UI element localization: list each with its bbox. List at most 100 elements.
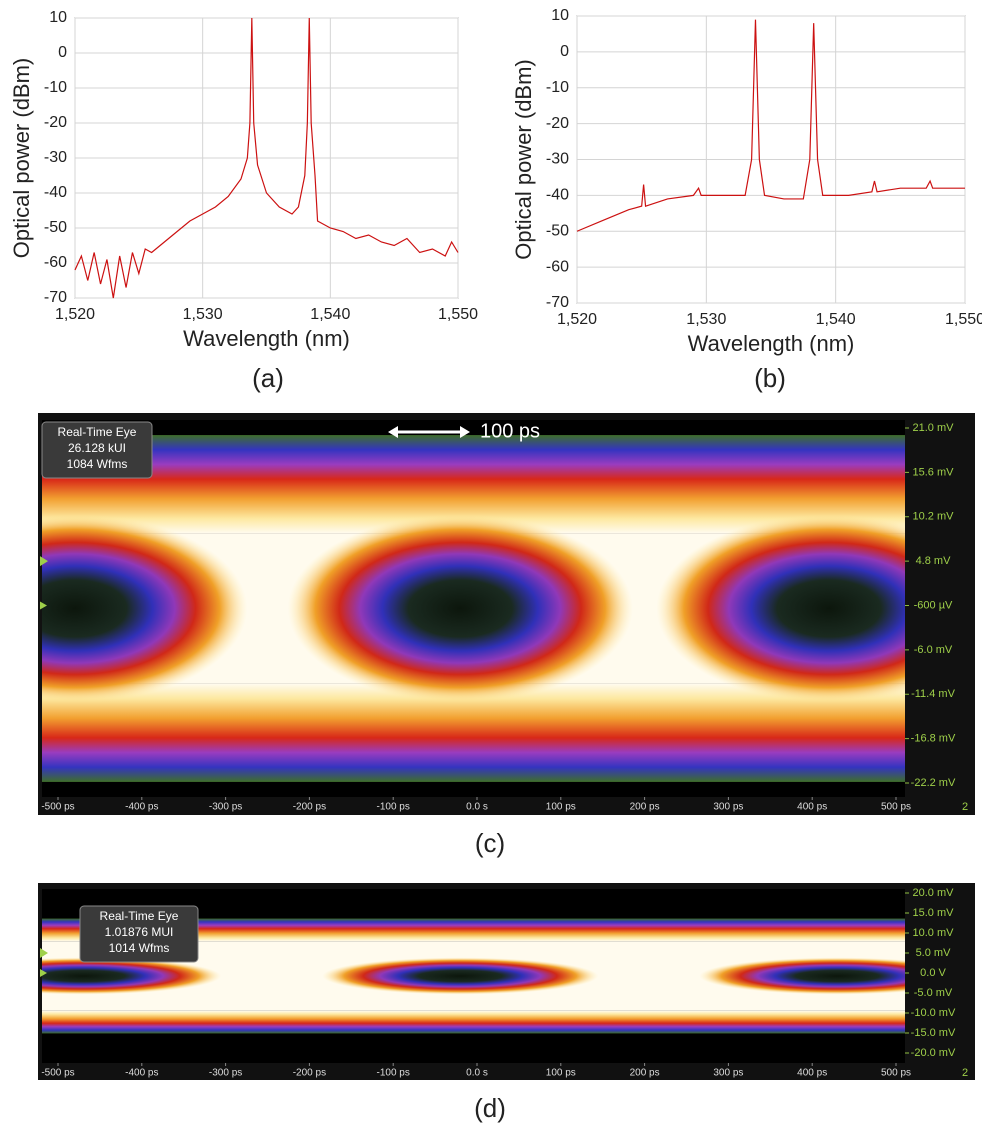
x-tick-label: -400 ps [125,802,158,813]
y-tick-label: -40 [44,184,67,201]
info-line: 1084 Wfms [67,457,128,471]
x-tick-label: -500 ps [41,1068,74,1079]
y-tick-label: -20 [44,114,67,131]
x-tick-label: 300 ps [713,802,743,813]
y-tick-label: 0 [560,43,569,60]
eye-bottom-band [42,1010,905,1034]
y-tick-label: -600 µV [914,599,953,611]
x-tick-label: 500 ps [881,1068,911,1079]
x-tick-label: 1,520 [557,311,597,328]
x-tick-label: 200 ps [630,802,660,813]
y-tick-label: -20 [546,115,569,132]
x-tick-label: 100 ps [546,802,576,813]
y-tick-label: 0.0 V [920,967,946,979]
x-axis-label: Wavelength (nm) [688,331,855,356]
y-tick-label: 15.6 mV [913,466,955,478]
panel-caption: (d) [474,1093,506,1123]
y-tick-label: 0 [58,44,67,61]
eye-opening [42,957,222,995]
eye-opening [656,514,905,703]
y-tick-label: 15.0 mV [913,907,955,919]
y-tick-label: -16.8 mV [911,733,956,745]
x-tick-label: 1,530 [183,306,223,323]
y-tick-label: -20.0 mV [911,1047,956,1059]
y-axis-label: Optical power (dBm) [511,59,536,260]
y-tick-label: -60 [546,258,569,275]
x-tick-label: -100 ps [377,1068,410,1079]
y-axis-label: Optical power (dBm) [9,58,34,259]
x-axis-label: Wavelength (nm) [183,326,350,351]
x-tick-label: -300 ps [209,1068,242,1079]
y-tick-label: -30 [546,151,569,168]
eye-plot [42,889,905,1063]
corner-label: 2 [962,801,968,813]
spectrum-line [576,19,965,232]
x-tick-label: 1,550 [945,311,982,328]
eye-top-band [42,918,905,942]
y-tick-label: -70 [546,294,569,311]
x-tick-label: 0.0 s [466,1068,488,1079]
y-tick-label: 4.8 mV [916,555,952,567]
x-tick-label: -400 ps [125,1068,158,1079]
y-tick-label: -10.0 mV [911,1007,956,1019]
eye-opening [287,514,633,703]
x-tick-label: 1,520 [55,306,95,323]
eye-opening [699,957,905,995]
panel-caption: (a) [252,363,284,393]
x-tick-label: 100 ps [546,1068,576,1079]
y-tick-label: -40 [546,187,569,204]
info-box [41,421,153,479]
corner-label: 2 [962,1067,968,1079]
x-tick-label: 1,550 [438,306,478,323]
x-tick-label: 0.0 s [466,802,488,813]
x-tick-label: -300 ps [209,802,242,813]
y-tick-label: 10 [551,7,569,24]
y-tick-label: 20.0 mV [913,887,955,899]
y-tick-label: -5.0 mV [914,987,953,999]
trigger-marker [40,556,48,610]
y-tick-label: -10 [44,79,67,96]
x-tick-label: -100 ps [377,802,410,813]
spectrum-line [74,17,459,299]
y-tick-label: -15.0 mV [911,1027,956,1039]
y-tick-label: -30 [44,149,67,166]
x-tick-label: -200 ps [293,1068,326,1079]
eye-plot [42,420,905,797]
y-tick-label: 10.2 mV [913,511,955,523]
y-tick-label: -10 [546,79,569,96]
y-tick-label: 10 [49,9,67,26]
eye-opening [42,514,248,703]
info-line: 1.01876 MUI [105,925,174,939]
info-line: Real-Time Eye [58,425,137,439]
y-tick-label: -60 [44,254,67,271]
x-tick-label: 1,540 [310,306,350,323]
y-tick-label: -6.0 mV [914,644,953,656]
x-tick-label: -500 ps [41,802,74,813]
info-line: 1014 Wfms [109,941,170,955]
x-tick-label: 400 ps [797,802,827,813]
x-tick-label: 1,530 [686,311,726,328]
y-tick-label: -22.2 mV [911,777,956,789]
y-tick-label: -11.4 mV [911,688,955,700]
x-tick-label: 1,540 [816,311,856,328]
y-tick-label: 5.0 mV [916,947,952,959]
x-tick-label: 500 ps [881,802,911,813]
x-tick-label: 200 ps [630,1068,660,1079]
x-tick-label: -200 ps [293,802,326,813]
info-line: 26.128 kUI [68,441,126,455]
info-line: Real-Time Eye [100,909,179,923]
y-tick-label: 21.0 mV [913,422,955,434]
scale-label: 100 ps [480,420,540,442]
y-tick-label: -70 [44,289,67,306]
x-tick-label: 400 ps [797,1068,827,1079]
y-tick-label: -50 [44,219,67,236]
panel-caption: (b) [754,363,786,393]
eye-opening [322,957,599,995]
y-tick-label: 10.0 mV [913,927,955,939]
y-tick-label: -50 [546,222,569,239]
panel-caption: (c) [475,828,505,858]
trigger-marker [40,948,48,977]
info-box [79,905,199,963]
arrow-head [388,426,470,438]
